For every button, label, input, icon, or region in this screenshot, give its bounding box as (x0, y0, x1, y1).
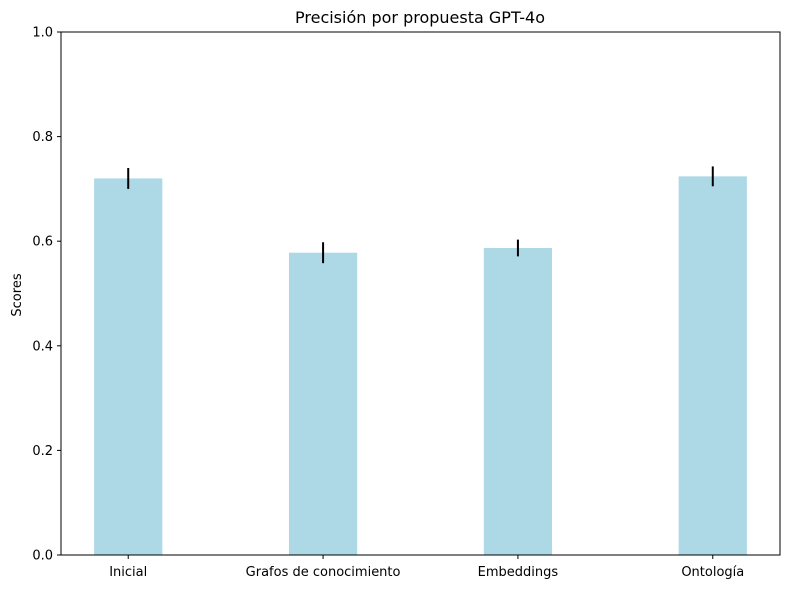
x-tick-label-2: Embeddings (478, 565, 559, 580)
y-tick-label-3: 0.6 (32, 235, 53, 250)
x-tick-label-3: Ontología (681, 565, 744, 580)
chart-title: Precisión por propuesta GPT-4o (295, 8, 545, 27)
y-tick-label-0: 0.0 (32, 549, 53, 564)
y-tick-label-2: 0.4 (32, 339, 53, 354)
plot-frame (60, 31, 781, 556)
bar-1 (288, 252, 358, 555)
y-tick-label-5: 1.0 (32, 26, 53, 41)
y-tick-label-4: 0.8 (32, 130, 53, 145)
x-tick-label-1: Grafos de conocimiento (246, 565, 401, 580)
y-axis-label: Scores (10, 273, 25, 316)
bar-3 (678, 176, 747, 555)
y-tick-label-1: 0.2 (32, 444, 53, 459)
x-tick-label-0: Inicial (109, 565, 147, 580)
bar-2 (483, 247, 553, 555)
bar-0 (94, 178, 163, 555)
